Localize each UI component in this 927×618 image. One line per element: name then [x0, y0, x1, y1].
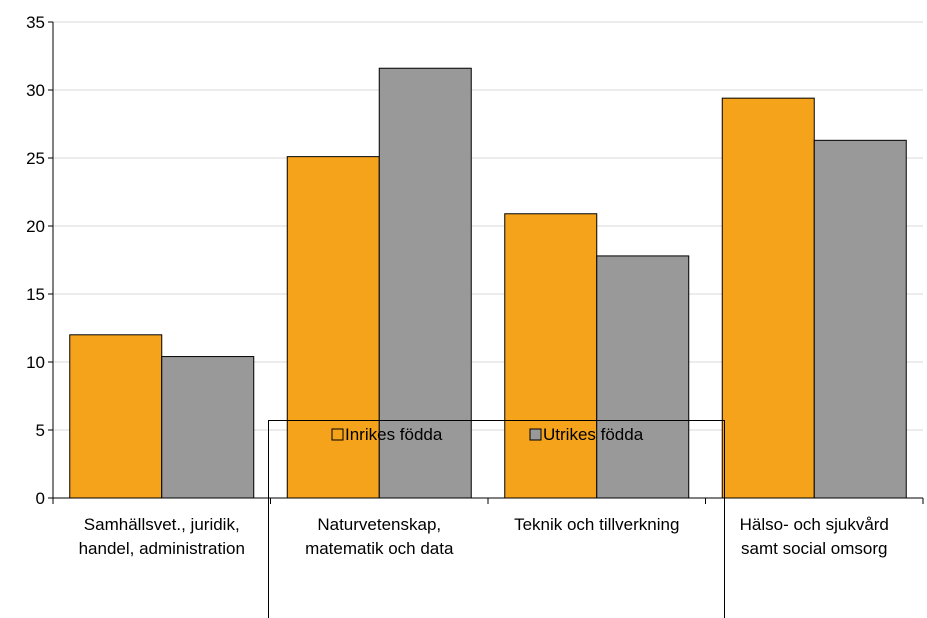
y-tick-label: 5: [36, 421, 45, 440]
y-axis-ticks: 0 5 10 15 20 25 30 35: [26, 13, 53, 508]
y-tick-label: 20: [26, 217, 45, 236]
bar-inrikes-1: [286, 156, 380, 499]
x-category-label: Naturvetenskap,: [317, 515, 441, 534]
y-tick-label: 15: [26, 285, 45, 304]
x-category-label: Samhällsvet., juridik,: [84, 515, 240, 534]
legend-box: [268, 420, 725, 618]
y-tick-label: 35: [26, 13, 45, 32]
legend-label-utrikes: Utrikes födda: [543, 425, 644, 444]
bar-inrikes-0: [69, 334, 163, 499]
x-category-label: matematik och data: [305, 539, 454, 558]
legend: Inrikes födda Utrikes födda: [268, 420, 725, 618]
bars: [69, 67, 907, 499]
legend-label-inrikes: Inrikes födda: [345, 425, 443, 444]
bar-inrikes-3: [721, 97, 815, 499]
y-tick-label: 25: [26, 149, 45, 168]
bar-utrikes-3: [813, 139, 907, 499]
x-category-label: Hälso- och sjukvård: [740, 515, 889, 534]
axes: [52, 22, 924, 504]
bar-inrikes-2: [504, 213, 598, 499]
y-tick-label: 10: [26, 353, 45, 372]
bar-utrikes-0: [161, 356, 255, 499]
bar-utrikes-2: [596, 255, 690, 499]
x-category-label: Teknik och tillverkning: [514, 515, 679, 534]
x-category-label: samt social omsorg: [741, 539, 887, 558]
x-axis-categories: Samhällsvet., juridik, handel, administra…: [79, 515, 889, 558]
y-tick-label: 0: [36, 489, 45, 508]
x-category-label: handel, administration: [79, 539, 245, 558]
legend-swatch-utrikes: [529, 428, 542, 441]
y-tick-label: 30: [26, 81, 45, 100]
legend-swatch-inrikes: [331, 428, 344, 441]
